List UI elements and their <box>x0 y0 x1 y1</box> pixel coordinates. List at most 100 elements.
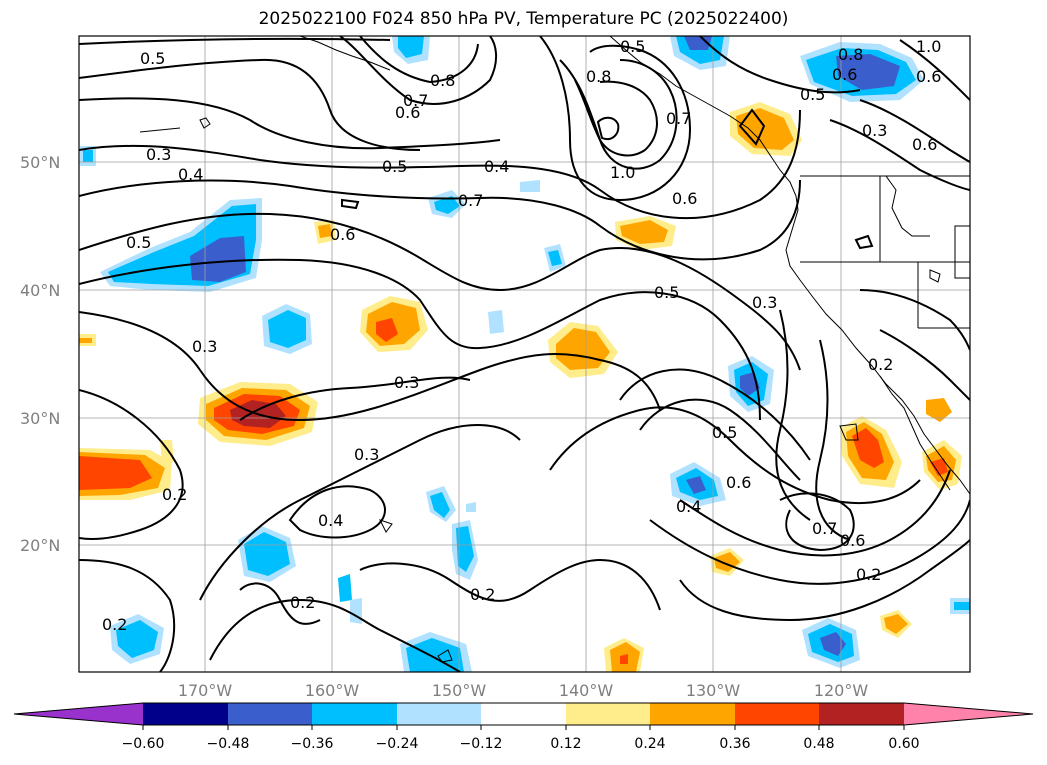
lon-label-140w: 140°W <box>559 681 614 700</box>
contour-label: 0.2 <box>102 615 127 634</box>
colorbar-segment <box>566 703 650 725</box>
colorbar-segment <box>143 703 228 725</box>
contour-label: 0.6 <box>726 473 751 492</box>
contour-label: 0.3 <box>752 293 777 312</box>
contour-label: 0.4 <box>676 497 701 516</box>
temperature-shading <box>79 36 970 672</box>
contour-label: 0.4 <box>318 511 343 530</box>
contour-label: 1.0 <box>916 37 941 56</box>
contour-label: 0.6 <box>916 67 941 86</box>
contour-label: 0.5 <box>620 37 645 56</box>
contour-label: 0.5 <box>712 423 737 442</box>
lat-label-50n: 50°N <box>20 153 60 172</box>
lon-label-120w: 120°W <box>814 681 869 700</box>
colorbar-tick-marks <box>142 725 905 730</box>
contour-label: 0.7 <box>403 91 428 110</box>
colorbar-segment <box>819 703 904 725</box>
contour-label: 0.6 <box>832 65 857 84</box>
contour-label: 0.6 <box>912 135 937 154</box>
contour-label: 1.0 <box>610 163 635 182</box>
lat-label-20n: 20°N <box>20 536 60 555</box>
contour-label: 0.7 <box>812 519 837 538</box>
pv-contours <box>79 36 970 672</box>
lon-label-150w: 150°W <box>432 681 487 700</box>
contour-label: 0.8 <box>586 67 611 86</box>
contour-label: 0.7 <box>666 109 691 128</box>
colorbar-tick-label: 0.60 <box>888 736 919 752</box>
coastlines <box>139 36 970 663</box>
pv-contour-labels: 0.5 0.8 0.7 0.6 0.3 0.4 0.5 0.4 0.7 0.8 … <box>102 37 941 634</box>
colorbar-tick-label: 0.24 <box>634 736 665 752</box>
warm-anomaly-small <box>79 220 912 638</box>
cold-anomaly-4 <box>670 36 730 70</box>
colorbar-segment <box>650 703 735 725</box>
cold-anomaly-10 <box>110 614 164 664</box>
cold-anomaly-7 <box>802 618 860 668</box>
cold-anomaly-2 <box>262 304 312 354</box>
lon-label-170w: 170°W <box>178 681 233 700</box>
lat-label-30n: 30°N <box>20 409 60 428</box>
cold-anomaly-9 <box>400 632 472 672</box>
contour-label: 0.6 <box>395 103 420 122</box>
warm-anomaly-10 <box>604 638 644 672</box>
colorbar-tick-label: −0.24 <box>376 736 419 752</box>
colorbar-segment <box>228 703 312 725</box>
contour-label: 0.2 <box>856 565 881 584</box>
colorbar-tick-label: −0.48 <box>207 736 250 752</box>
lon-label-160w: 160°W <box>305 681 360 700</box>
contour-label: 0.3 <box>146 145 171 164</box>
warm-anomaly-1 <box>79 448 172 500</box>
warm-anomaly-3 <box>360 296 428 352</box>
contour-label: 0.7 <box>458 191 483 210</box>
colorbar: −0.60 −0.48 −0.36 −0.24 −0.12 0.12 0.24 … <box>13 702 1034 752</box>
contour-label: 0.5 <box>654 283 679 302</box>
cold-anomaly-5 <box>728 356 774 412</box>
contour-label: 0.5 <box>126 233 151 252</box>
contour-label: 0.8 <box>430 71 455 90</box>
lon-label-130w: 130°W <box>686 681 741 700</box>
map-panel: 0.5 0.8 0.7 0.6 0.3 0.4 0.5 0.4 0.7 0.8 … <box>78 35 971 673</box>
contour-label: 0.2 <box>162 485 187 504</box>
colorbar-tick-labels: −0.60 −0.48 −0.36 −0.24 −0.12 0.12 0.24 … <box>122 736 920 752</box>
contour-label: 0.3 <box>354 445 379 464</box>
colorbar-tick-label: 0.36 <box>719 736 750 752</box>
map-border <box>78 35 971 673</box>
colorbar-extend-high <box>904 703 1033 725</box>
contour-label: 0.5 <box>382 157 407 176</box>
contour-label: 0.5 <box>140 49 165 68</box>
cold-anomaly-8 <box>238 526 296 582</box>
contour-label: 0.2 <box>868 355 893 374</box>
warm-anomaly-5 <box>615 216 676 250</box>
colorbar-segment <box>397 703 481 725</box>
colorbar-segment <box>735 703 819 725</box>
contour-label: 0.2 <box>470 585 495 604</box>
contour-label: 0.4 <box>178 165 203 184</box>
colorbar-tick-label: 0.48 <box>803 736 834 752</box>
colorbar-tick-label: −0.36 <box>291 736 334 752</box>
warm-anomaly-9 <box>926 398 952 422</box>
colorbar-tick-label: 0.12 <box>550 736 581 752</box>
contour-label: 0.6 <box>672 189 697 208</box>
colorbar-segment <box>312 703 397 725</box>
contour-label: 0.3 <box>192 337 217 356</box>
latitude-labels: 50°N 40°N 30°N 20°N <box>20 153 60 555</box>
longitude-labels: 170°W 160°W 150°W 140°W 130°W 120°W <box>178 681 869 700</box>
contour-label: 0.3 <box>862 121 887 140</box>
colorbar-segment <box>481 703 566 725</box>
contour-label: 0.6 <box>840 531 865 550</box>
contour-label: 0.8 <box>838 45 863 64</box>
colorbar-extend-low <box>14 703 143 725</box>
contour-label: 0.3 <box>394 373 419 392</box>
cold-anomaly-1 <box>100 198 262 292</box>
colorbar-tick-label: −0.60 <box>122 736 165 752</box>
contour-label: 0.2 <box>290 593 315 612</box>
cold-anomaly-6 <box>670 462 726 506</box>
colorbar-tick-label: −0.12 <box>460 736 503 752</box>
lat-label-40n: 40°N <box>20 281 60 300</box>
contour-label: 0.6 <box>330 225 355 244</box>
map-title: 2025022100 F024 850 hPa PV, Temperature … <box>258 9 789 29</box>
graticule <box>79 36 970 672</box>
cold-anomaly-small <box>80 36 970 624</box>
contour-label: 0.4 <box>484 157 509 176</box>
